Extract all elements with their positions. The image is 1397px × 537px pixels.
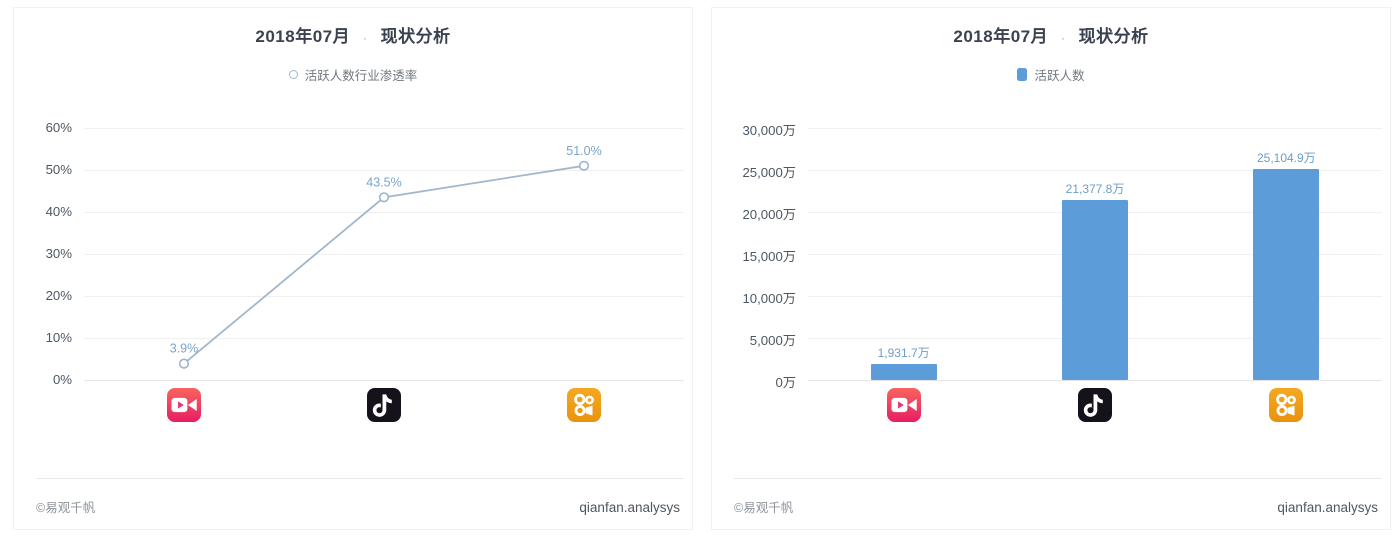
plot-area: 3.9% 43.5% 51.0% [84, 128, 684, 380]
bar-meipai [870, 363, 937, 380]
meipai-icon [886, 388, 921, 422]
douyin-icon [1078, 388, 1112, 422]
value-label: 43.5% [366, 175, 401, 189]
gridline [84, 338, 684, 339]
gridline [84, 296, 684, 297]
bar-kuaishou [1253, 169, 1320, 380]
meipai-icon [167, 388, 201, 422]
source-label: qianfan.analysys [1277, 500, 1378, 515]
copyright-label: ©易观千帆 [734, 501, 794, 515]
y-tick-label: 5,000万 [749, 333, 796, 348]
y-tick-label: 50% [45, 162, 72, 177]
y-tick-label: 40% [45, 204, 72, 219]
y-tick-label: 25,000万 [742, 165, 796, 180]
kuaishou-icon [567, 388, 601, 422]
footer-divider [36, 478, 684, 479]
plot-area: 1,931.7万 21,377.8万 25,104.9万 [808, 128, 1382, 380]
footer-divider [734, 478, 1382, 479]
chart-title-text: 现状分析 [1078, 27, 1149, 46]
y-tick-label: 0万 [775, 375, 796, 390]
y-tick-label: 0% [52, 372, 72, 387]
value-label: 51.0% [566, 144, 601, 158]
card-footer: ©易观千帆 qianfan.analysys [734, 497, 1378, 516]
chart-card-active-users: 2018年07月 · 现状分析 活跃人数 0万 5,000万 10,000万 15,0… [711, 7, 1391, 530]
y-tick-label: 10,000万 [742, 291, 796, 306]
gridline [808, 380, 1382, 381]
title-separator-dot: · [1061, 31, 1066, 45]
gridline [808, 128, 1382, 129]
gridline [84, 254, 684, 255]
line-series: 3.9% 43.5% 51.0% [170, 144, 602, 369]
value-label: 3.9% [170, 342, 199, 356]
gridline [808, 170, 1382, 171]
gridline [84, 170, 684, 171]
gridline [84, 380, 684, 381]
value-label: 25,104.9万 [1256, 151, 1316, 166]
copyright-label: ©易观千帆 [36, 501, 96, 515]
y-tick-label: 20,000万 [742, 207, 796, 222]
chart-title-date: 2018年07月 [255, 27, 351, 46]
legend: 活跃人数 [712, 67, 1390, 83]
x-axis-icons [14, 380, 684, 428]
card-footer: ©易观千帆 qianfan.analysys [36, 497, 680, 516]
y-tick-label: 30,000万 [742, 123, 796, 138]
gridline [84, 212, 684, 213]
y-tick-label: 15,000万 [742, 249, 796, 264]
source-label: qianfan.analysys [579, 500, 680, 515]
x-axis-icons [712, 380, 1382, 428]
legend-circle-marker-icon [288, 70, 298, 79]
legend-label: 活跃人数 [1034, 69, 1085, 83]
chart-title: 2018年07月 · 现状分析 [14, 22, 692, 47]
bar-plot: 0万 5,000万 10,000万 15,000万 20,000万 25,000万 30,0… [712, 123, 1382, 390]
legend: 活跃人数行业渗透率 [14, 67, 692, 83]
kuaishou-icon [1269, 388, 1304, 422]
value-label: 21,377.8万 [1065, 182, 1125, 197]
line-plot: 0% 10% 20% 30% 40% 50% 60% 3.9% 43.5% 51.0% [14, 120, 684, 387]
value-label: 1,931.7万 [877, 345, 930, 360]
point-marker-douyin [378, 192, 390, 203]
gridline [84, 128, 684, 129]
legend-square-marker-icon [1017, 68, 1028, 81]
bar-douyin [1062, 200, 1128, 380]
title-separator-dot: · [363, 31, 368, 45]
point-marker-meipai [178, 358, 190, 369]
y-tick-label: 60% [45, 120, 72, 135]
y-tick-label: 20% [45, 288, 72, 303]
point-marker-kuaishou [578, 160, 590, 171]
chart-title-date: 2018年07月 [953, 27, 1049, 46]
douyin-icon [367, 388, 401, 422]
legend-label: 活跃人数行业渗透率 [304, 69, 418, 83]
chart-title: 2018年07月 · 现状分析 [712, 22, 1390, 47]
y-tick-label: 10% [45, 330, 72, 345]
chart-title-text: 现状分析 [380, 27, 451, 46]
chart-card-penetration: 2018年07月 · 现状分析 活跃人数行业渗透率 0% 10% 20% 30% 40%… [13, 7, 693, 530]
y-tick-label: 30% [45, 246, 72, 261]
